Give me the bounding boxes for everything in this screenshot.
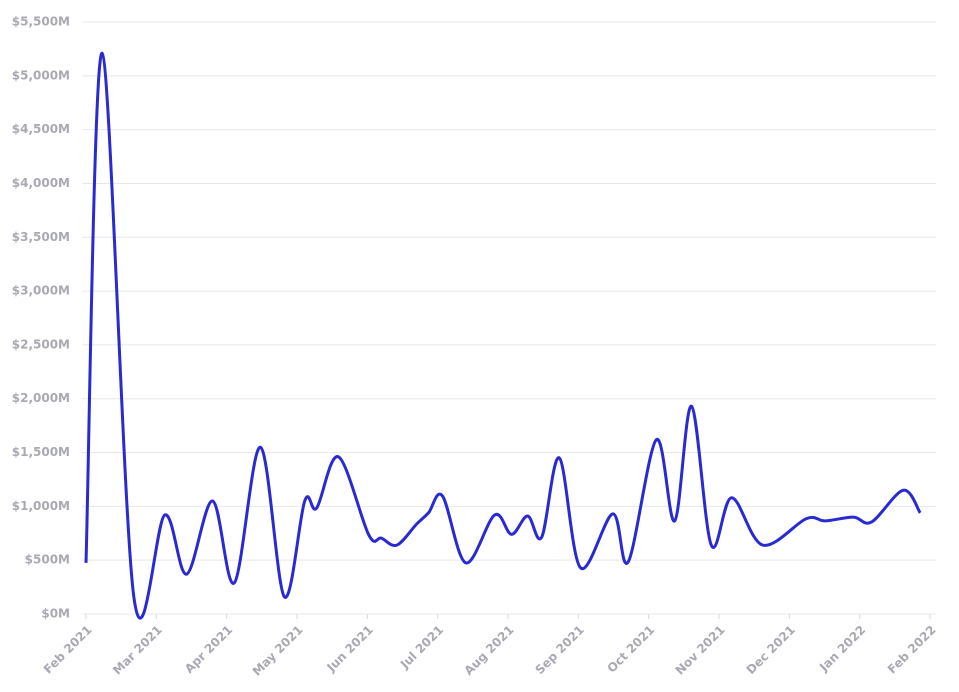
x-tick-label: Sep 2021 [533,623,587,677]
x-tick-label: Oct 2021 [604,623,657,676]
x-tick-label: Feb 2021 [41,623,95,677]
x-tick-label: Jul 2021 [397,623,446,672]
y-tick-label: $2,000M [12,391,70,405]
y-tick-label: $1,000M [12,499,70,513]
y-tick-label: $3,500M [12,230,70,244]
x-tick-label: Jun 2021 [324,623,376,675]
x-tick-label: Aug 2021 [461,623,516,678]
y-tick-label: $3,000M [12,284,70,298]
line [84,51,922,620]
y-tick-label: $2,500M [12,337,70,351]
y-tick-label: $5,500M [12,15,70,29]
y-tick-label: $0M [41,607,70,621]
y-tick-label: $1,500M [12,445,70,459]
x-tick-label: Nov 2021 [673,623,728,678]
x-tick-label: Jan 2022 [816,623,868,675]
x-tick-label: Mar 2021 [110,623,165,678]
x-tick-label: Apr 2021 [182,623,235,676]
y-tick-label: $500M [25,553,70,567]
x-tick-label: Dec 2021 [744,623,798,677]
y-tick-label: $4,000M [12,176,70,190]
y-tick-label: $5,000M [12,68,70,82]
y-tick-label: $4,500M [12,122,70,136]
x-tick-label: Feb 2022 [885,623,939,677]
x-tick-label: May 2021 [250,623,306,679]
